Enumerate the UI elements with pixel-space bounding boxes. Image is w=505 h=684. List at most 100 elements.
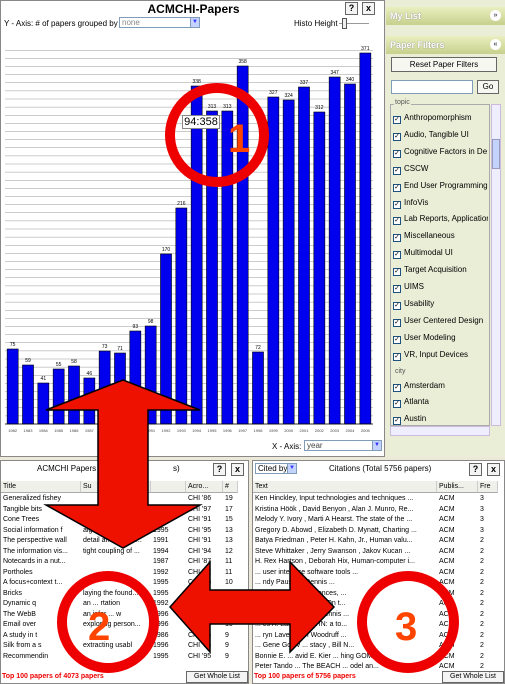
topic-checkbox[interactable]: ✓ Lab Reports, Application bbox=[393, 213, 488, 226]
column-header[interactable]: Acro... bbox=[186, 481, 223, 493]
city-checkbox[interactable]: ✓ Austin bbox=[393, 413, 488, 425]
filter-scrollbar[interactable] bbox=[491, 104, 501, 426]
collapse-icon[interactable]: « bbox=[490, 39, 501, 50]
topic-checkbox[interactable]: ✓ Target Acquisition bbox=[393, 264, 488, 277]
topic-checkbox[interactable]: ✓ UIMS bbox=[393, 281, 488, 293]
checkbox-icon[interactable]: ✓ bbox=[393, 352, 401, 361]
topic-checkbox[interactable]: ✓ Multimodal UI bbox=[393, 247, 488, 260]
table-row[interactable]: Cone Trees CHI '91 15 bbox=[1, 515, 248, 526]
table-row[interactable]: Ken Hinckley, Input technologies and tec… bbox=[253, 494, 504, 505]
go-button[interactable]: Go bbox=[477, 80, 499, 94]
table-row[interactable]: ... es A. Land ... SATIN: a to... ACM 2 bbox=[253, 620, 504, 631]
citations-help-button[interactable]: ? bbox=[469, 463, 482, 476]
filter-hscrollbar[interactable] bbox=[390, 426, 490, 436]
table-row[interactable]: Batya Friedman , Peter H. Kahn, Jr., Hum… bbox=[253, 536, 504, 547]
checkbox-icon[interactable]: ✓ bbox=[393, 285, 401, 293]
checkbox-icon[interactable]: ✓ bbox=[393, 200, 401, 209]
bar-1991[interactable] bbox=[144, 325, 157, 425]
table-row[interactable]: Portholes 1992 CHI '92 11 bbox=[1, 568, 248, 579]
topic-checkbox[interactable]: ✓ End User Programming bbox=[393, 180, 488, 192]
topic-checkbox[interactable]: ✓ User Modeling bbox=[393, 332, 488, 344]
table-row[interactable]: Bonnie E. ... avid E. Kier ... hing GOMS… bbox=[253, 652, 504, 663]
topic-checkbox[interactable]: ✓ Miscellaneous bbox=[393, 230, 488, 243]
filter-input[interactable] bbox=[391, 80, 473, 94]
table-row[interactable]: Notecards in a nut... 1987 CHI '87 11 bbox=[1, 557, 248, 568]
bar-2000[interactable] bbox=[282, 99, 295, 425]
table-row[interactable]: Kristina Höök , David Benyon , Alan J. M… bbox=[253, 505, 504, 516]
checkbox-icon[interactable]: ✓ bbox=[393, 400, 401, 409]
table-row[interactable]: Melody Y. Ivory , Marti A Hearst. The st… bbox=[253, 515, 504, 526]
table-row[interactable]: Tangible bits CHI '97 17 bbox=[1, 505, 248, 516]
column-header[interactable] bbox=[151, 481, 186, 493]
bar-1996[interactable] bbox=[221, 110, 234, 425]
papers-help-button[interactable]: ? bbox=[213, 463, 226, 476]
table-row[interactable]: Dynamic q an ... rtation 1992 CHI '92 10 bbox=[1, 599, 248, 610]
bar-1989[interactable] bbox=[114, 352, 126, 425]
table-row[interactable]: Social information f algorithm 1995 CHI '95… bbox=[1, 526, 248, 537]
table-row[interactable]: A study in t 1986 CHI '86 9 bbox=[1, 631, 248, 642]
bar-1998[interactable] bbox=[252, 351, 264, 425]
paper-filters-header[interactable]: Paper Filters « bbox=[386, 36, 505, 54]
table-row[interactable]: The perspective wall detail and contex...… bbox=[1, 536, 248, 547]
bar-1987[interactable] bbox=[83, 377, 96, 425]
city-checkbox[interactable]: ✓ Amsterdam bbox=[393, 380, 488, 392]
checkbox-icon[interactable]: ✓ bbox=[393, 318, 401, 327]
bar-2003[interactable] bbox=[328, 76, 341, 425]
checkbox-icon[interactable]: ✓ bbox=[393, 417, 401, 425]
table-row[interactable]: ... ndy Pausch , Dennis ... ACM 2 bbox=[253, 578, 504, 589]
bar-1988[interactable] bbox=[98, 350, 111, 425]
cited-by-select[interactable]: Cited by ▼ bbox=[255, 463, 297, 474]
checkbox-icon[interactable]: ✓ bbox=[393, 149, 401, 158]
checkbox-icon[interactable]: ✓ bbox=[393, 166, 401, 175]
bar-1995[interactable] bbox=[206, 110, 218, 425]
bar-1992[interactable] bbox=[160, 253, 172, 425]
chart-close-button[interactable]: x bbox=[362, 2, 375, 15]
topic-checkbox[interactable]: ✓ Cognitive Factors in De bbox=[393, 146, 488, 158]
bar-2001[interactable] bbox=[298, 86, 310, 425]
table-row[interactable]: The WebB an infor ... w 1996 CHI '96 10 bbox=[1, 610, 248, 621]
topic-checkbox[interactable]: ✓ CSCW bbox=[393, 163, 488, 175]
city-checkbox[interactable]: ✓ Atlanta bbox=[393, 396, 488, 409]
citations-close-button[interactable]: x bbox=[487, 463, 500, 476]
table-row[interactable]: Gregory D. Abowd , Elizabeth D. Mynatt, … bbox=[253, 526, 504, 537]
x-axis-select[interactable]: year ▼ bbox=[304, 440, 382, 451]
column-header[interactable]: Su bbox=[81, 481, 151, 493]
topic-checkbox[interactable]: ✓ InfoVis bbox=[393, 197, 488, 209]
bar-1997[interactable] bbox=[236, 65, 249, 425]
bar-1983[interactable] bbox=[22, 364, 34, 425]
papers-get-whole-list-button[interactable]: Get Whole List bbox=[186, 671, 248, 683]
bar-1986[interactable] bbox=[68, 365, 80, 425]
topic-checkbox[interactable]: ✓ VR, Input Devices bbox=[393, 349, 488, 361]
topic-checkbox[interactable]: ✓ Audio, Tangible UI bbox=[393, 129, 488, 141]
papers-close-button[interactable]: x bbox=[231, 463, 244, 476]
table-row[interactable]: The information vis... tight coupling of … bbox=[1, 547, 248, 558]
checkbox-icon[interactable]: ✓ bbox=[393, 335, 401, 344]
topic-checkbox[interactable]: ✓ Usability bbox=[393, 298, 488, 310]
table-row[interactable]: Recommendin 1995 CHI '95 9 bbox=[1, 652, 248, 663]
column-header[interactable]: Fre bbox=[478, 481, 498, 493]
checkbox-icon[interactable]: ✓ bbox=[393, 116, 401, 124]
checkbox-icon[interactable]: ✓ bbox=[393, 383, 401, 392]
table-row[interactable]: ... Gene Golov ... stacy , Bill N... ACM 2 bbox=[253, 641, 504, 652]
table-row[interactable]: Silk from a s extracting usabl 1996 CHI '96… bbox=[1, 641, 248, 652]
table-row[interactable]: ... Terveen ... ill Hill , Dennis ... ACM… bbox=[253, 610, 504, 621]
topic-checkbox[interactable]: ✓ Anthropomorphism bbox=[393, 112, 488, 124]
table-row[interactable]: ... Better or ... ifferent? On t... ACM 2 bbox=[253, 599, 504, 610]
table-row[interactable]: A focus+context t... 1995 CHI '95 10 bbox=[1, 578, 248, 589]
checkbox-icon[interactable]: ✓ bbox=[393, 268, 401, 277]
collapse-icon[interactable]: » bbox=[490, 10, 501, 21]
table-row[interactable]: H. Rex Hartson , Deborah Hix, Human-comp… bbox=[253, 557, 504, 568]
bar-1994[interactable] bbox=[190, 85, 203, 425]
table-row[interactable]: ... ryn Lave ... lan Woodruff ... ACM 2 bbox=[253, 631, 504, 642]
y-group-select[interactable]: none ▼ bbox=[119, 17, 200, 28]
table-row[interactable]: ... Bruce Thomas ... ences, ... ACM 2 bbox=[253, 589, 504, 600]
checkbox-icon[interactable]: ✓ bbox=[393, 234, 401, 243]
table-row[interactable]: ... user interface software tools ... ACM… bbox=[253, 568, 504, 579]
histo-height-slider-handle[interactable] bbox=[342, 18, 347, 29]
column-header[interactable]: Text bbox=[253, 481, 437, 493]
scrollbar-thumb[interactable] bbox=[492, 139, 500, 169]
bar-2002[interactable] bbox=[313, 111, 326, 425]
my-list-header[interactable]: My List » bbox=[386, 7, 505, 25]
checkbox-icon[interactable]: ✓ bbox=[393, 301, 401, 310]
column-header[interactable]: Title bbox=[1, 481, 81, 493]
